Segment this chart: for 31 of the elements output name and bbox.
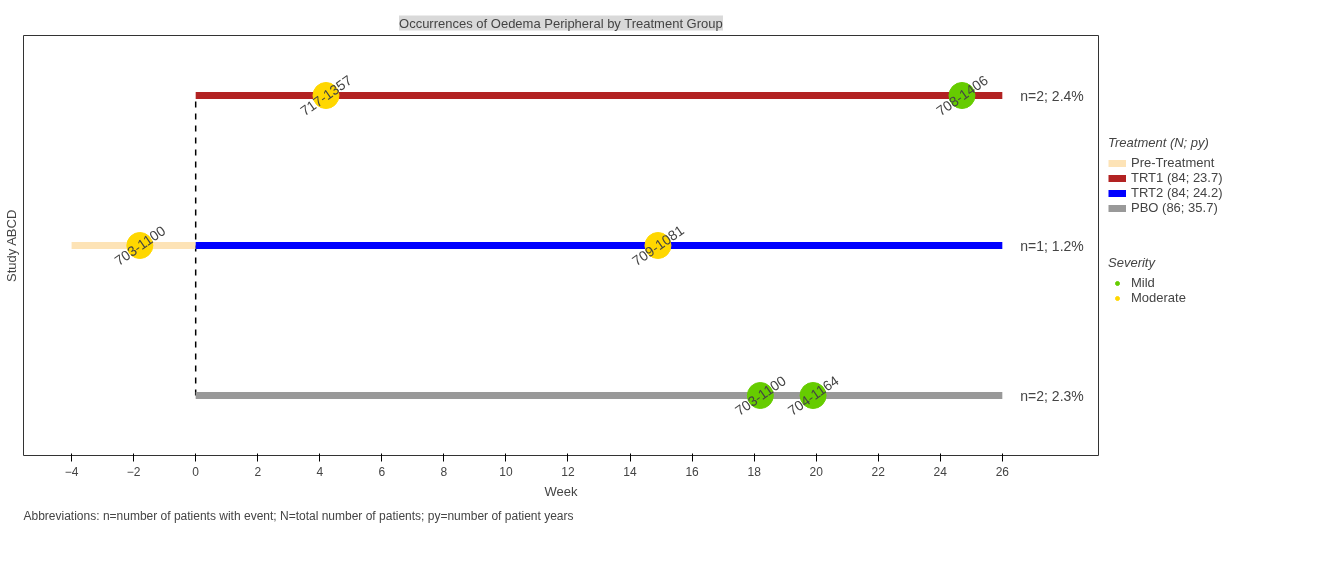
x-tick-label: 26 (995, 464, 1010, 479)
x-tick-label: 12 (561, 464, 575, 479)
legend-label: Moderate (1131, 290, 1186, 305)
x-tick-label: 22 (871, 464, 886, 479)
x-tick-label: 2 (254, 464, 262, 479)
x-tick-label: −2 (126, 464, 141, 479)
x-axis-title: Week (544, 483, 578, 499)
annotation: n=2; 2.4% (1020, 87, 1084, 104)
legend-label: Pre-Treatment (1131, 155, 1215, 170)
x-tick-label: −4 (64, 464, 79, 479)
x-tick-label: 18 (747, 464, 762, 479)
legend-title: Treatment (N; py) (1108, 135, 1210, 150)
text: Abbreviations: n=number of patients with event; N=total number of patients; py=number of patient years (23, 508, 574, 523)
legend-label: PBO (86; 35.7) (1131, 200, 1218, 215)
x-tick-label: 6 (378, 464, 386, 479)
legend-label: TRT1 (84; 23.7) (1131, 170, 1223, 185)
x-tick-label: 24 (933, 464, 948, 479)
y-axis-title: Study ABCD (3, 209, 19, 282)
x-tick-label: 14 (623, 464, 638, 479)
x-tick-label: 16 (685, 464, 700, 479)
text: Severity (1108, 255, 1157, 270)
x-tick-label: 20 (809, 464, 824, 479)
x-tick-label: 4 (316, 464, 324, 479)
legend-label: Mild (1131, 275, 1155, 290)
chart-title: Occurrences of Oedema Peripheral by Treatment Group (399, 15, 723, 31)
x-tick-label: 8 (440, 464, 448, 479)
legend-label: TRT2 (84; 24.2) (1131, 185, 1223, 200)
annotation: n=1; 1.2% (1020, 237, 1084, 254)
x-tick-label: 0 (192, 464, 200, 479)
annotation: n=2; 2.3% (1020, 387, 1084, 404)
x-tick-label: 10 (499, 464, 513, 479)
